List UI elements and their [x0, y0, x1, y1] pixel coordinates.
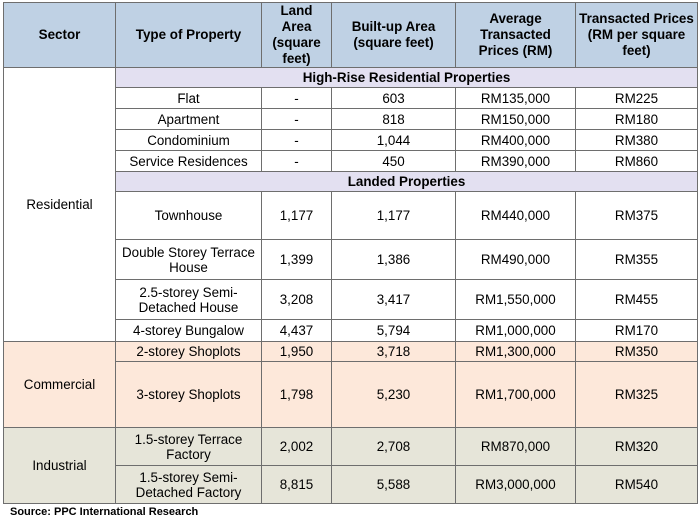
- cell-type: Apartment: [115, 108, 262, 130]
- cell-avg: RM870,000: [455, 427, 576, 466]
- cell-psf: RM225: [575, 87, 698, 109]
- cell-type: 4-storey Bungalow: [115, 319, 262, 342]
- cell-avg: RM150,000: [455, 108, 576, 130]
- sector-industrial: Industrial: [3, 427, 116, 504]
- cell-land: 1,177: [261, 191, 332, 240]
- header-land-area: Land Area (square feet): [261, 2, 332, 68]
- sector-residential: Residential: [3, 67, 116, 342]
- cell-land: 2,002: [261, 427, 332, 466]
- cell-builtup: 2,708: [331, 427, 456, 466]
- cell-builtup: 818: [331, 108, 456, 130]
- cell-type: 3-storey Shoplots: [115, 361, 262, 428]
- cell-psf: RM320: [575, 427, 698, 466]
- property-table: Sector Type of Property Land Area (squar…: [3, 2, 698, 504]
- sector-commercial: Commercial: [3, 341, 116, 428]
- cell-type: Double Storey Terrace House: [115, 239, 262, 280]
- cell-psf: RM350: [575, 341, 698, 362]
- table-row: 3-storey Shoplots 1,798 5,230 RM1,700,00…: [3, 361, 698, 428]
- cell-avg: RM440,000: [455, 191, 576, 240]
- table-row: Flat - 603 RM135,000 RM225: [3, 87, 698, 109]
- header-price-psf: Transacted Prices (RM per square feet): [575, 2, 698, 68]
- cell-builtup: 603: [331, 87, 456, 109]
- cell-psf: RM375: [575, 191, 698, 240]
- cell-avg: RM1,550,000: [455, 279, 576, 320]
- cell-land: -: [261, 108, 332, 130]
- header-sector: Sector: [3, 2, 116, 68]
- cell-builtup: 5,794: [331, 319, 456, 342]
- cell-avg: RM1,300,000: [455, 341, 576, 362]
- cell-type: Townhouse: [115, 191, 262, 240]
- cell-builtup: 1,044: [331, 129, 456, 151]
- cell-land: -: [261, 87, 332, 109]
- cell-psf: RM455: [575, 279, 698, 320]
- cell-land: 4,437: [261, 319, 332, 342]
- cell-type: Flat: [115, 87, 262, 109]
- cell-builtup: 1,177: [331, 191, 456, 240]
- table-row: 1.5-storey Semi-Detached Factory 8,815 5…: [3, 465, 698, 504]
- cell-builtup: 3,718: [331, 341, 456, 362]
- cell-builtup: 3,417: [331, 279, 456, 320]
- header-row: Sector Type of Property Land Area (squar…: [3, 2, 698, 68]
- cell-builtup: 5,588: [331, 465, 456, 504]
- cell-type: 1.5-storey Terrace Factory: [115, 427, 262, 466]
- cell-avg: RM1,000,000: [455, 319, 576, 342]
- cell-psf: RM325: [575, 361, 698, 428]
- table-row: Townhouse 1,177 1,177 RM440,000 RM375: [3, 191, 698, 240]
- cell-psf: RM180: [575, 108, 698, 130]
- cell-land: 8,815: [261, 465, 332, 504]
- header-type: Type of Property: [115, 2, 262, 68]
- cell-avg: RM390,000: [455, 150, 576, 172]
- cell-builtup: 1,386: [331, 239, 456, 280]
- cell-psf: RM380: [575, 129, 698, 151]
- cell-land: 1,399: [261, 239, 332, 280]
- cell-builtup: 5,230: [331, 361, 456, 428]
- cell-psf: RM355: [575, 239, 698, 280]
- table-row: Commercial 2-storey Shoplots 1,950 3,718…: [3, 341, 698, 428]
- cell-builtup: 450: [331, 150, 456, 172]
- source-note: Source: PPC International Research: [10, 506, 199, 518]
- cell-type: 2.5-storey Semi-Detached House: [115, 279, 262, 320]
- cell-type: Service Residences: [115, 150, 262, 172]
- cell-psf: RM540: [575, 465, 698, 504]
- cell-psf: RM170: [575, 319, 698, 342]
- table-row: Condominium - 1,044 RM400,000 RM380: [3, 129, 698, 151]
- subheader-highrise: High-Rise Residential Properties: [115, 67, 698, 88]
- header-average-price: Average Transacted Prices (RM): [455, 2, 576, 68]
- subheader-row: Landed Properties: [4, 171, 698, 192]
- subheader-landed: Landed Properties: [115, 171, 698, 192]
- cell-land: 3,208: [261, 279, 332, 320]
- cell-avg: RM400,000: [455, 129, 576, 151]
- subheader-row: Residential High-Rise Residential Proper…: [3, 67, 698, 342]
- cell-avg: RM490,000: [455, 239, 576, 280]
- cell-type: 2-storey Shoplots: [115, 341, 262, 362]
- cell-type: Condominium: [115, 129, 262, 151]
- cell-psf: RM860: [575, 150, 698, 172]
- table-row: Industrial 1.5-storey Terrace Factory 2,…: [3, 427, 698, 504]
- cell-avg: RM135,000: [455, 87, 576, 109]
- table-row: 2.5-storey Semi-Detached House 3,208 3,4…: [3, 279, 698, 320]
- cell-avg: RM1,700,000: [455, 361, 576, 428]
- cell-land: 1,950: [261, 341, 332, 362]
- header-builtup-area: Built-up Area (square feet): [331, 2, 456, 68]
- cell-land: -: [261, 150, 332, 172]
- cell-avg: RM3,000,000: [455, 465, 576, 504]
- cell-land: -: [261, 129, 332, 151]
- cell-land: 1,798: [261, 361, 332, 428]
- cell-type: 1.5-storey Semi-Detached Factory: [115, 465, 262, 504]
- table-row: Service Residences - 450 RM390,000 RM860: [3, 150, 698, 172]
